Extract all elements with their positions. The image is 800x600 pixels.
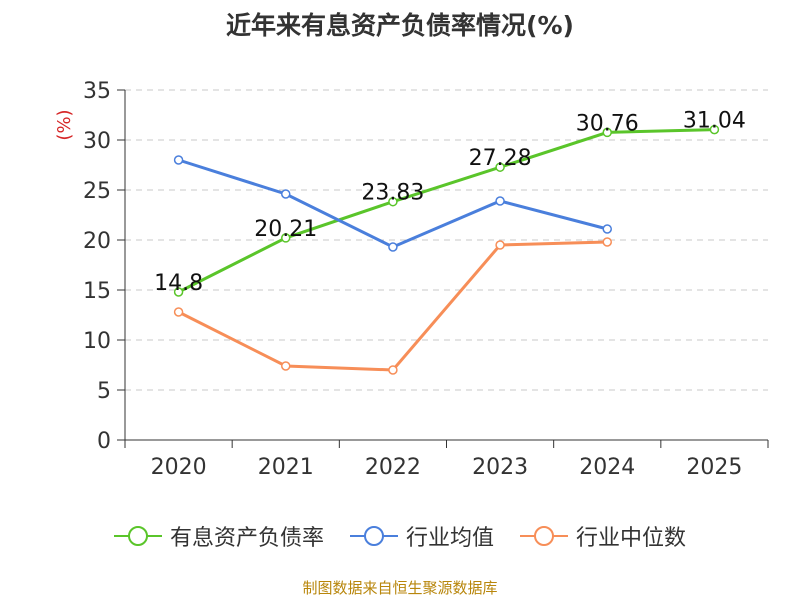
- data-point: [495, 196, 505, 206]
- legend-label: 有息资产负债率: [169, 526, 324, 551]
- legend-item: 行业均值: [349, 520, 494, 552]
- data-labels: 14.8 20.21 23.83 27.28 30.76 31.04: [154, 109, 746, 296]
- x-tick-label: 2021: [258, 455, 314, 480]
- y-tick-label: 30: [83, 129, 111, 154]
- legend-swatch-marker: [127, 526, 148, 546]
- data-point: [495, 240, 505, 250]
- data-point: [173, 287, 184, 297]
- series-lines: [173, 124, 720, 375]
- y-tick-label: 10: [83, 329, 111, 354]
- data-point: [173, 307, 184, 317]
- legend-label: 行业中位数: [576, 526, 687, 551]
- y-tick-label: 35: [83, 79, 111, 104]
- x-tick-label: 2022: [365, 455, 421, 480]
- data-point: [388, 196, 398, 207]
- data-label: 23.83: [361, 181, 424, 206]
- data-label: 20.21: [254, 217, 317, 242]
- y-tick-label: 0: [97, 429, 111, 454]
- data-point: [709, 124, 720, 135]
- data-point: [602, 127, 612, 138]
- y-tick-label: 5: [97, 379, 111, 404]
- x-tick-label: 2023: [472, 455, 528, 480]
- chart-title: 近年来有息资产负债率情况(%): [226, 11, 574, 40]
- data-point: [281, 361, 291, 371]
- legend-item: 行业中位数: [520, 520, 686, 552]
- legend-swatch: [113, 526, 162, 546]
- data-point: [495, 162, 505, 172]
- data-label: 14.8: [154, 271, 203, 296]
- source-note: 制图数据来自恒生聚源数据库: [302, 579, 498, 597]
- gridlines: [125, 89, 768, 391]
- y-axis-label: (%): [54, 109, 75, 140]
- data-label: 30.76: [576, 111, 639, 136]
- x-tick-label: 2024: [579, 455, 635, 480]
- data-point: [173, 155, 184, 165]
- legend: 有息资产负债率 行业均值 行业中位数: [0, 520, 800, 552]
- data-point: [281, 189, 291, 199]
- y-tick-label: 25: [83, 179, 111, 204]
- legend-swatch: [349, 526, 398, 546]
- x-tick-label: 2025: [686, 455, 742, 480]
- legend-swatch-marker: [534, 526, 554, 546]
- data-point: [602, 237, 612, 247]
- series-line: [177, 128, 715, 294]
- data-point: [281, 233, 291, 243]
- x-tick-label: 2020: [151, 455, 207, 480]
- y-tick-label: 20: [83, 229, 111, 254]
- legend-label: 行业均值: [405, 526, 494, 551]
- data-point: [388, 365, 398, 375]
- data-point: [388, 242, 398, 252]
- legend-swatch: [520, 526, 568, 546]
- data-label: 31.04: [683, 109, 746, 134]
- data-label: 27.28: [469, 146, 532, 171]
- y-tick-label: 15: [83, 279, 111, 304]
- legend-item: 有息资产负债率: [113, 520, 324, 552]
- legend-swatch-marker: [363, 526, 384, 546]
- data-point: [602, 224, 612, 234]
